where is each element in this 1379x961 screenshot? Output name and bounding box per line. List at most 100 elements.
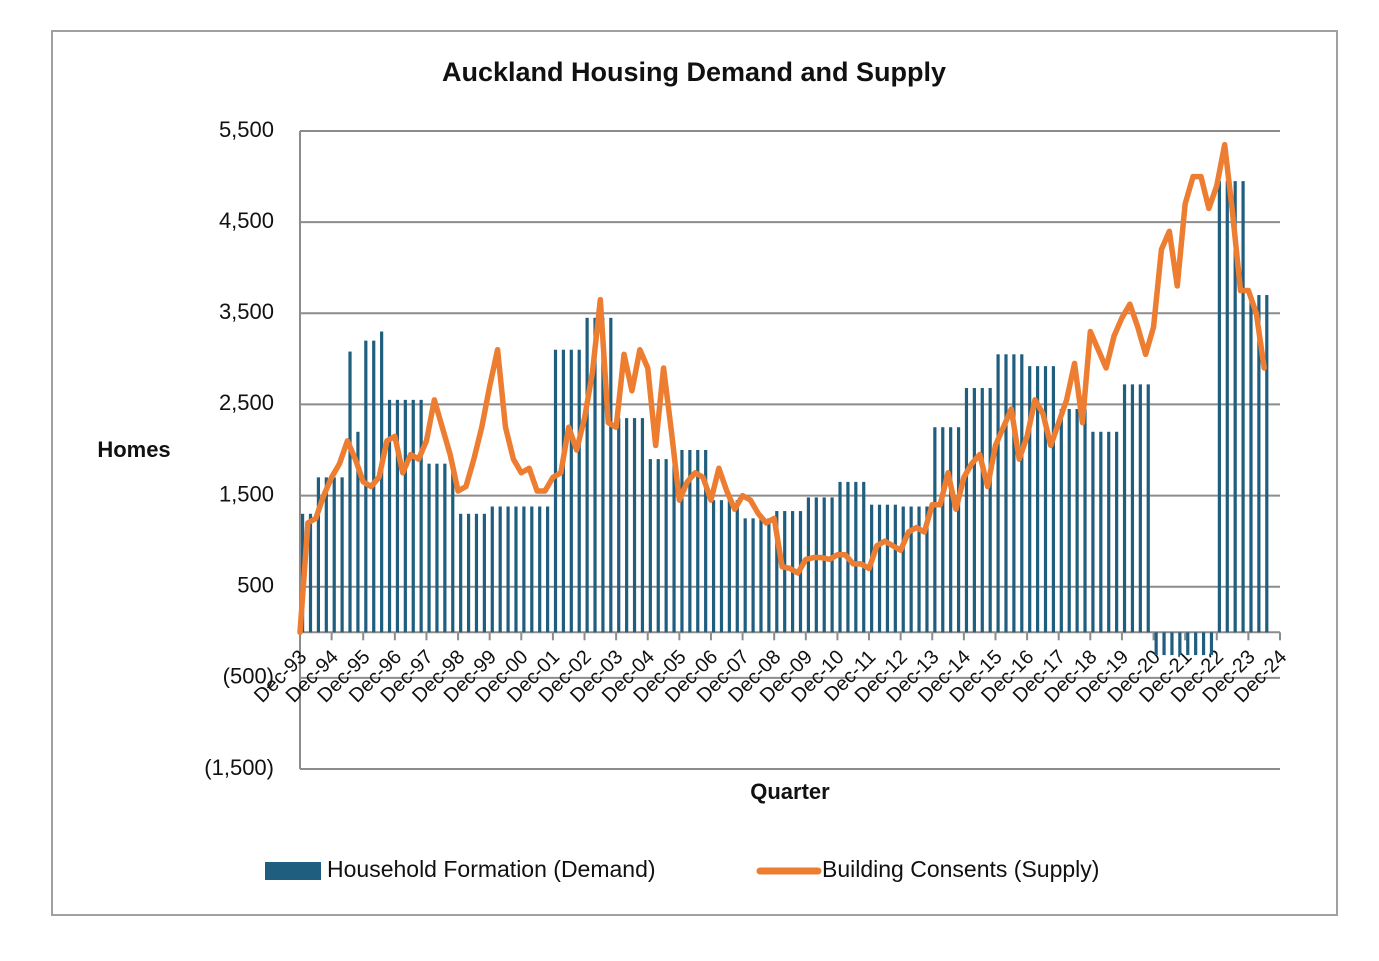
bar: [1122, 384, 1127, 633]
bar: [443, 463, 447, 633]
bar: [941, 427, 945, 633]
bar: [380, 331, 384, 633]
bar: [538, 506, 542, 633]
bar: [854, 481, 858, 633]
bar: [656, 459, 660, 633]
bar: [403, 399, 407, 633]
bar: [972, 388, 976, 633]
bar: [585, 317, 589, 633]
bar: [640, 418, 645, 633]
bar: [1217, 181, 1221, 633]
bar: [316, 477, 321, 633]
bar: [1257, 295, 1261, 633]
bar: [696, 450, 700, 633]
bar: [514, 506, 518, 633]
bar: [1091, 431, 1095, 633]
bar: [909, 506, 913, 633]
bar: [1067, 408, 1071, 633]
bar: [751, 518, 755, 633]
bar: [395, 399, 400, 633]
bar: [783, 511, 787, 633]
bar: [1138, 384, 1142, 633]
bar: [1154, 632, 1158, 656]
bar: [530, 506, 534, 633]
bar: [561, 349, 566, 633]
bar: [1012, 354, 1016, 633]
bar: [482, 513, 486, 633]
legend-swatch: [265, 862, 321, 880]
bar: [877, 504, 882, 633]
bar: [625, 418, 629, 633]
bar: [1146, 384, 1150, 633]
bar: [688, 450, 692, 633]
bar: [1225, 181, 1229, 633]
bar: [459, 513, 463, 633]
bar: [1241, 181, 1245, 633]
bar: [553, 349, 558, 633]
bar: [885, 504, 890, 633]
bar: [1201, 632, 1206, 656]
bar: [1083, 408, 1087, 633]
y-axis-label: Homes: [97, 437, 170, 462]
bar: [767, 518, 771, 633]
bar: [419, 399, 423, 633]
y-tick-label: 5,500: [219, 117, 274, 142]
bar: [775, 511, 779, 633]
bar: [1186, 632, 1190, 656]
bar: [411, 399, 415, 633]
bar: [1115, 431, 1119, 633]
y-tick-label: 4,500: [219, 208, 274, 233]
legend-label: Building Consents (Supply): [822, 856, 1099, 882]
y-tick-label: 3,500: [219, 299, 274, 324]
bar: [546, 506, 550, 633]
bar: [964, 388, 969, 633]
bar: [893, 504, 897, 633]
bar: [956, 427, 961, 633]
bar: [617, 418, 621, 633]
bar: [1162, 632, 1166, 656]
chart-title: Auckland Housing Demand and Supply: [442, 57, 946, 87]
bar: [680, 450, 684, 633]
bar: [648, 459, 652, 633]
bar: [451, 463, 455, 633]
y-tick-label: (1,500): [204, 755, 274, 780]
bar: [308, 513, 313, 633]
bar: [1194, 632, 1198, 656]
bar: [862, 481, 866, 633]
bar: [925, 506, 929, 633]
legend-label: Household Formation (Demand): [327, 856, 656, 882]
bar: [735, 500, 739, 633]
bar: [435, 463, 439, 633]
bar: [806, 497, 811, 633]
bar: [1020, 354, 1024, 633]
bar: [949, 427, 953, 633]
bar: [324, 477, 328, 633]
bar: [1004, 354, 1008, 633]
bar: [822, 497, 826, 633]
bar: [632, 418, 637, 633]
bar: [506, 506, 510, 633]
bar: [577, 349, 581, 633]
bar: [917, 506, 921, 633]
bar: [727, 500, 731, 633]
bar: [759, 518, 763, 633]
bar: [719, 500, 724, 633]
bar: [988, 388, 992, 633]
bar: [609, 317, 613, 633]
bar: [522, 506, 526, 633]
bar: [1170, 632, 1174, 656]
bar: [1028, 366, 1032, 633]
bar: [704, 450, 708, 633]
bar: [1130, 384, 1135, 633]
bar: [601, 317, 605, 633]
bar: [933, 427, 937, 633]
bar: [1209, 632, 1214, 656]
bar: [711, 500, 716, 633]
bar: [672, 459, 676, 633]
y-tick-label: (500): [223, 664, 274, 689]
y-tick-label: 500: [237, 573, 274, 598]
bar: [466, 513, 471, 633]
bar: [1059, 408, 1063, 633]
bar: [427, 463, 431, 633]
